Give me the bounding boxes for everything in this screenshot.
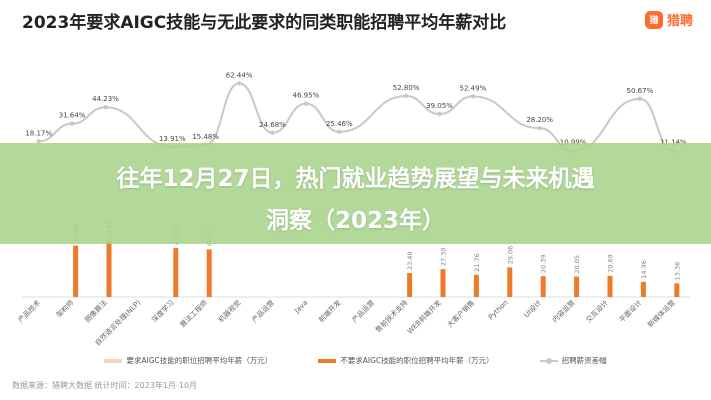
diff-value-label: 24.68% — [259, 121, 286, 129]
bar-non-aigc — [640, 281, 646, 297]
bar-value-label: 14.96 — [640, 260, 648, 279]
bar-value-label: 20.69 — [607, 254, 615, 273]
diff-value-label: 28.20% — [526, 116, 553, 124]
diff-value-label: 52.49% — [460, 84, 487, 92]
bar-non-aigc — [206, 249, 212, 297]
bar-value-label: 27.30 — [440, 248, 448, 267]
bar-non-aigc — [574, 276, 580, 297]
diff-value-label: 44.23% — [92, 95, 119, 103]
x-tick-label: 算法工程师 — [178, 298, 209, 329]
x-tick-label: 产品运营 — [350, 298, 376, 324]
x-tick-label: 前端开发 — [317, 298, 343, 324]
bar-non-aigc — [674, 283, 680, 297]
legend-swatch-diff — [539, 357, 558, 364]
x-tick-label: 内容运营 — [550, 298, 576, 324]
diff-point — [470, 94, 476, 99]
diff-point — [103, 104, 108, 110]
x-tick-label: 售前技术支持 — [373, 298, 409, 334]
diff-value-label: 50.67% — [627, 87, 654, 95]
bar-value-label: 29.06 — [506, 246, 514, 265]
bar-value-label: 21.76 — [473, 253, 481, 272]
diff-value-label: 62.44% — [226, 71, 253, 79]
bar-non-aigc — [73, 245, 79, 297]
x-tick-label: 图像算法 — [83, 298, 109, 324]
x-tick-label: WEB前端开发 — [405, 298, 443, 336]
diff-value-label: 46.95% — [293, 92, 320, 100]
x-tick-label: 架构师 — [54, 298, 75, 319]
diff-point — [303, 101, 309, 106]
x-tick-label: 机器视觉 — [216, 298, 242, 324]
diff-value-label: 15.48% — [192, 133, 219, 141]
diff-value-label: 13.91% — [159, 135, 186, 143]
bar-value-label: 13.38 — [673, 262, 681, 281]
diff-point — [537, 125, 542, 131]
diff-point — [36, 139, 41, 144]
diff-value-label: 10.99% — [560, 139, 587, 147]
headline-banner: 往年12月27日，热门就业趋势展望与未来机遇 洞察（2023年） — [0, 143, 711, 244]
liepin-logo-icon: 猎 — [644, 10, 663, 29]
x-tick-label: 大客户销售 — [445, 298, 476, 329]
diff-value-label: 18.17% — [25, 129, 52, 137]
diff-value-label: 39.05% — [426, 102, 453, 110]
diff-point — [403, 93, 409, 99]
legend-label-diff: 招聘薪资差幅 — [561, 356, 607, 365]
legend-label-aigc: 要求AIGC技能的职位招聘平均年薪（万元） — [126, 356, 273, 365]
x-tick-label: UI设计 — [522, 298, 543, 319]
diff-point — [337, 129, 342, 134]
diff-value-label: 52.80% — [393, 84, 420, 92]
x-tick-label: Python — [487, 299, 510, 322]
diff-point — [69, 121, 75, 126]
diff-point — [236, 81, 242, 86]
bar-non-aigc — [473, 274, 479, 297]
headline-line-1: 往年12月27日，热门就业趋势展望与未来机遇 — [116, 166, 595, 192]
x-tick-label: 平面设计 — [617, 298, 643, 324]
diff-point — [637, 96, 643, 101]
bar-value-label: 20.39 — [540, 255, 548, 274]
legend-label-non-aigc: 不要求AIGC技能的职位招聘平均年薪（万元） — [340, 356, 494, 365]
legend-item-diff: 招聘薪资差幅 — [539, 355, 607, 366]
bar-non-aigc — [173, 248, 179, 297]
x-tick-label: 产品运营 — [250, 298, 276, 324]
bar-non-aigc — [607, 275, 613, 297]
bar-non-aigc — [540, 276, 546, 297]
chart-title: 2023年要求AIGC技能与无此要求的同类职能招聘平均年薪对比 — [22, 13, 507, 33]
legend-swatch-non-aigc — [318, 358, 337, 363]
logo-text: 猎聘 — [666, 14, 693, 29]
brand-logo: 猎 猎聘 — [644, 10, 693, 29]
bar-non-aigc — [106, 241, 112, 297]
diff-point — [270, 130, 275, 135]
diff-value-label: 25.46% — [326, 120, 353, 128]
x-tick-label: 新媒体运营 — [646, 298, 677, 329]
bar-value-label: 23.48 — [406, 251, 414, 270]
chart-legend: 要求AIGC技能的职位招聘平均年薪（万元） 不要求AIGC技能的职位招聘平均年薪… — [0, 355, 711, 366]
diff-value-label: 11.14% — [660, 139, 687, 147]
x-tick-label: 深度学习 — [150, 298, 176, 324]
bar-non-aigc — [407, 273, 413, 297]
x-tick-label: Java — [292, 299, 309, 316]
bar-non-aigc — [440, 269, 446, 297]
diff-value-label: 31.64% — [59, 112, 86, 120]
headline-line-2: 洞察（2023年） — [265, 208, 445, 234]
legend-swatch-aigc — [104, 358, 123, 363]
legend-item-aigc: 要求AIGC技能的职位招聘平均年薪（万元） — [104, 355, 272, 366]
legend-item-non-aigc: 不要求AIGC技能的职位招聘平均年薪（万元） — [318, 355, 494, 366]
data-source-note: 数据来源：猎聘大数据 统计时间：2023年1月-10月 — [12, 381, 198, 390]
x-tick-label: 产品技术 — [16, 298, 42, 324]
diff-point — [437, 111, 442, 117]
x-tick-label: 交互设计 — [584, 298, 610, 324]
bar-value-label: 20.05 — [573, 255, 581, 274]
bar-non-aigc — [507, 267, 513, 297]
